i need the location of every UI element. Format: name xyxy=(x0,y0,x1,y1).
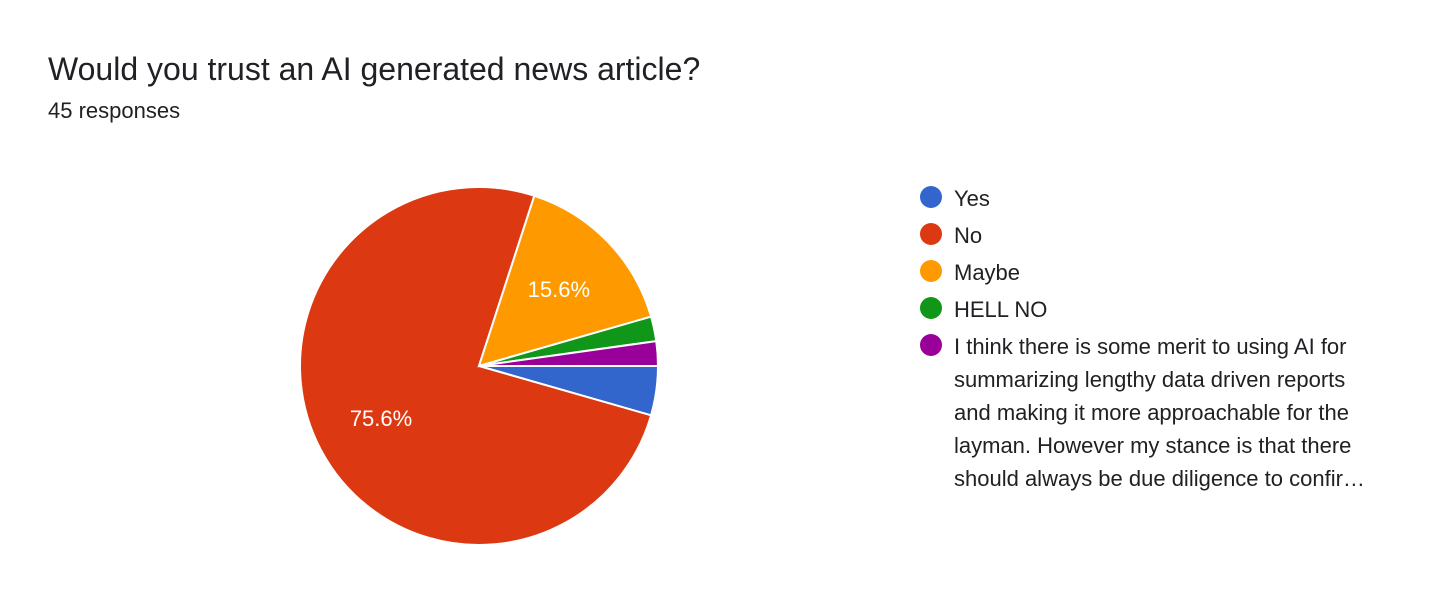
legend-label: No xyxy=(954,223,983,248)
pie-slice-maybe[interactable] xyxy=(477,194,653,368)
legend-label: Yes xyxy=(954,186,990,211)
legend-swatch-icon xyxy=(920,260,942,282)
legend-swatch-icon xyxy=(920,186,942,208)
legend-label: I think there is some merit to using AI … xyxy=(954,334,1362,491)
pie-slice-labels: 75.6% 15.6% xyxy=(350,277,590,431)
slice-percent-label: 15.6% xyxy=(528,277,590,302)
chart-legend: Yes No Maybe HELL NO I think there is some m… xyxy=(920,182,1400,499)
legend-item[interactable]: Maybe xyxy=(920,256,1400,289)
legend-item[interactable]: HELL NO xyxy=(920,293,1400,326)
pie-slice-no[interactable] xyxy=(299,186,653,546)
pie-slices xyxy=(299,186,660,546)
legend-label: Maybe xyxy=(954,260,1021,285)
pie-slice-i-think[interactable] xyxy=(478,339,660,367)
legend-label: HELL NO xyxy=(954,297,1048,322)
slice-percent-label: 75.6% xyxy=(350,406,412,431)
chart-title: Would you trust an AI generated news art… xyxy=(48,51,701,87)
legend-item[interactable]: Yes xyxy=(920,182,1400,215)
legend-swatch-icon xyxy=(920,334,942,356)
legend-swatch-icon xyxy=(920,223,942,245)
response-count: 45 responses xyxy=(48,98,181,123)
legend-swatch-icon xyxy=(920,297,942,319)
legend-item[interactable]: I think there is some merit to using AI … xyxy=(920,330,1400,495)
legend-item[interactable]: No xyxy=(920,219,1400,252)
